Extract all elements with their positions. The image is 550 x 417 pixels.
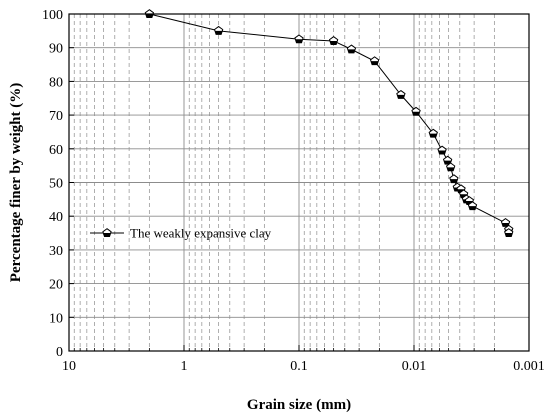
marker-fill xyxy=(468,204,477,210)
legend: The weakly expansive clay xyxy=(90,226,272,241)
data-point xyxy=(449,174,459,184)
grid xyxy=(69,14,529,351)
data-point xyxy=(328,36,339,45)
marker-fill xyxy=(370,59,379,65)
x-tick-label: 0.1 xyxy=(290,359,308,374)
data-point xyxy=(428,128,438,138)
y-tick-label: 100 xyxy=(42,8,63,23)
marker-fill xyxy=(214,29,223,35)
data-point xyxy=(500,218,511,227)
marker-fill xyxy=(329,39,338,45)
legend-marker xyxy=(102,228,112,237)
data-point xyxy=(213,25,224,35)
marker-fill xyxy=(443,159,452,165)
x-tick-label: 1 xyxy=(181,359,188,374)
marker-fill xyxy=(102,231,112,237)
data-point xyxy=(445,162,456,172)
series-line xyxy=(149,13,510,234)
x-axis-title: Grain size (mm) xyxy=(247,397,351,413)
x-tick-label: 0.001 xyxy=(513,359,545,374)
marker-fill xyxy=(504,231,513,237)
y-tick-label: 70 xyxy=(49,109,63,124)
x-tick-label: 10 xyxy=(62,359,76,374)
legend-marker-symbol xyxy=(102,228,112,237)
series-layer xyxy=(144,9,514,238)
y-tick-label: 10 xyxy=(49,311,63,326)
y-tick-label: 0 xyxy=(56,345,63,360)
marker-fill xyxy=(145,12,154,18)
legend-label: The weakly expansive clay xyxy=(130,226,272,241)
y-tick-label: 40 xyxy=(49,210,63,225)
y-tick-label: 90 xyxy=(49,42,63,57)
data-point xyxy=(346,44,357,54)
data-point xyxy=(442,155,453,165)
data-point xyxy=(467,201,478,211)
marker-fill xyxy=(396,93,405,99)
data-point xyxy=(504,228,514,238)
data-point xyxy=(437,145,447,155)
marker-fill xyxy=(411,110,421,116)
x-tick-label: 0.01 xyxy=(402,359,427,374)
y-tick-label: 20 xyxy=(49,278,63,293)
y-tick-label: 50 xyxy=(49,177,63,192)
marker-fill xyxy=(449,177,458,183)
marker-fill xyxy=(294,37,304,43)
y-tick-label: 30 xyxy=(49,244,63,259)
data-point xyxy=(144,9,155,18)
y-tick-label: 60 xyxy=(49,143,63,158)
marker-fill xyxy=(501,221,510,227)
data-point xyxy=(369,56,380,66)
marker-fill xyxy=(429,132,438,138)
data-point xyxy=(396,89,406,99)
marker-fill xyxy=(437,149,447,154)
data-point xyxy=(294,34,304,44)
marker-fill xyxy=(347,48,356,53)
marker-fill xyxy=(446,166,455,171)
data-point xyxy=(411,106,421,116)
y-tick-label: 80 xyxy=(49,75,63,90)
y-axis-title: Percentage finer by weight (%) xyxy=(8,83,24,282)
